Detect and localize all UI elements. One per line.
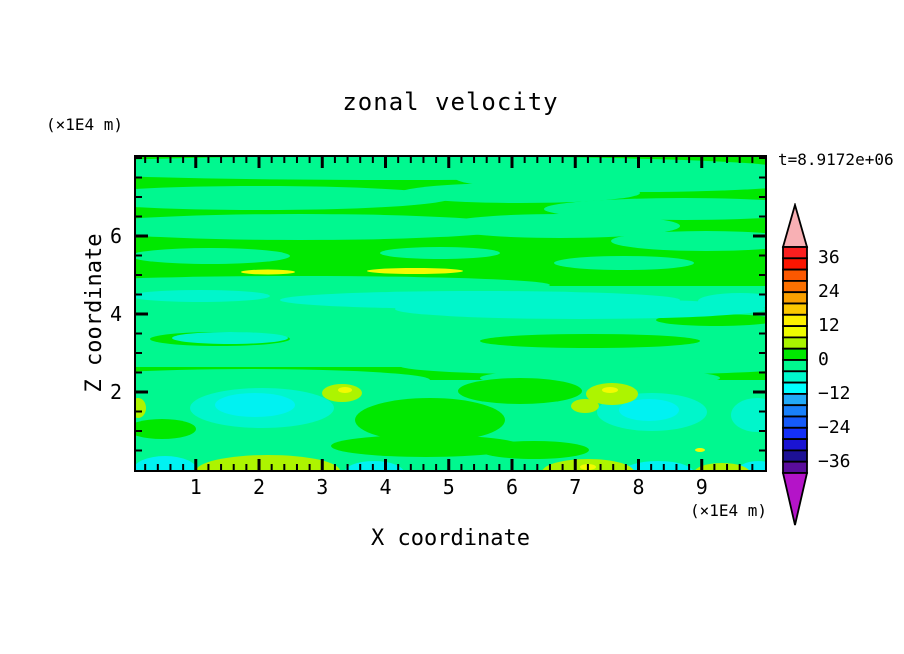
contour-blob: [695, 463, 749, 470]
contour-blob: [602, 387, 618, 393]
colorbar-segment: [782, 291, 808, 305]
contour-blob: [571, 399, 599, 413]
contour-blob: [136, 186, 450, 210]
contour-blob: [338, 387, 352, 393]
contour-blob: [331, 435, 521, 457]
colorbar-segment: [782, 426, 808, 441]
colorbar-segment: [782, 336, 808, 350]
y-axis-unit-label: (×1E4 m): [46, 115, 124, 134]
contour-blob: [695, 448, 705, 452]
x-axis-unit-label: (×1E4 m): [690, 501, 768, 520]
colorbar-tick-label: 0: [818, 349, 829, 370]
x-tick-label: 1: [189, 475, 202, 499]
contour-blob: [623, 461, 693, 470]
contour-blob: [731, 398, 765, 432]
contour-blob: [380, 247, 500, 259]
contour-blob: [367, 268, 463, 274]
contour-blob: [400, 183, 640, 203]
contour-blob: [395, 299, 765, 319]
colorbar-under-arrow: [781, 472, 809, 526]
colorbar-segment: [782, 415, 808, 429]
page-title: zonal velocity: [342, 88, 559, 116]
contour-blob: [554, 256, 694, 270]
colorbar-segment: [782, 370, 808, 384]
contour-blob: [322, 384, 362, 402]
contour-blob: [172, 332, 288, 344]
colorbar-segment: [782, 438, 808, 452]
contour-plot-area: [134, 155, 767, 472]
colorbar-segment: [782, 257, 808, 271]
contour-blob: [136, 369, 430, 391]
colorbar-segment: [782, 280, 808, 294]
colorbar-segment: [782, 325, 808, 339]
x-tick-label: 6: [505, 475, 519, 499]
colorbar-segment: [782, 460, 808, 474]
contour-blob: [136, 276, 550, 294]
colorbar-segment: [782, 449, 808, 463]
contour-blob: [136, 456, 197, 470]
x-tick-label: 4: [379, 475, 392, 499]
contour-blob: [215, 393, 295, 417]
colorbar-segment: [782, 268, 808, 282]
colorbar-segment: [782, 404, 808, 418]
colorbar-segment: [782, 359, 808, 373]
contour-field: [136, 157, 765, 470]
colorbar-segment: [782, 381, 808, 395]
time-annotation-label: t=8.9172e+06: [778, 150, 894, 169]
colorbar-over-arrow: [781, 203, 809, 248]
contour-blob: [440, 214, 680, 238]
contour-blob: [544, 198, 765, 220]
colorbar-segment: [782, 313, 808, 328]
x-tick-label: 9: [695, 475, 708, 499]
x-tick-label: 8: [632, 475, 645, 499]
contour-blob: [611, 231, 765, 251]
contour-blob: [586, 383, 638, 405]
x-tick-label: 3: [316, 475, 329, 499]
x-tick-label: 5: [442, 475, 455, 499]
colorbar-tick-label: −24: [818, 416, 851, 438]
contour-blob: [136, 419, 196, 439]
y-tick-label: 6: [109, 224, 122, 248]
colorbar-segment: [782, 392, 808, 407]
y-tick-label: 2: [109, 380, 122, 404]
colorbar-tick-label: −12: [818, 382, 851, 404]
colorbar-tick-label: 12: [818, 315, 840, 337]
contour-blob: [136, 248, 290, 264]
x-tick-label: 7: [569, 475, 582, 499]
colorbar: [781, 203, 809, 526]
x-tick-label: 2: [252, 475, 266, 499]
contour-blob: [136, 398, 146, 418]
contour-blob: [136, 290, 270, 302]
contour-blob: [136, 214, 520, 240]
contour-blob: [479, 441, 589, 459]
contour-blob: [458, 378, 582, 404]
colorbar-segment: [782, 302, 808, 316]
colorbar-tick-label: 36: [818, 247, 840, 269]
contour-blob: [698, 293, 765, 309]
x-axis-label: X coordinate: [371, 526, 530, 551]
colorbar-tick-label: −36: [818, 450, 851, 472]
contour-blob: [355, 398, 505, 442]
y-tick-label: 4: [109, 302, 122, 326]
colorbar-segment: [782, 347, 808, 361]
axis-ticks: [136, 157, 765, 470]
contour-blob: [196, 455, 340, 470]
contour-blob: [241, 269, 295, 275]
contour-blob: [619, 399, 679, 421]
y-axis-label: Z coordinate: [82, 233, 107, 393]
colorbar-tick-label: 24: [818, 281, 840, 303]
contour-blob: [480, 334, 700, 348]
colorbar-segment: [782, 246, 808, 260]
contour-blob: [400, 357, 765, 375]
